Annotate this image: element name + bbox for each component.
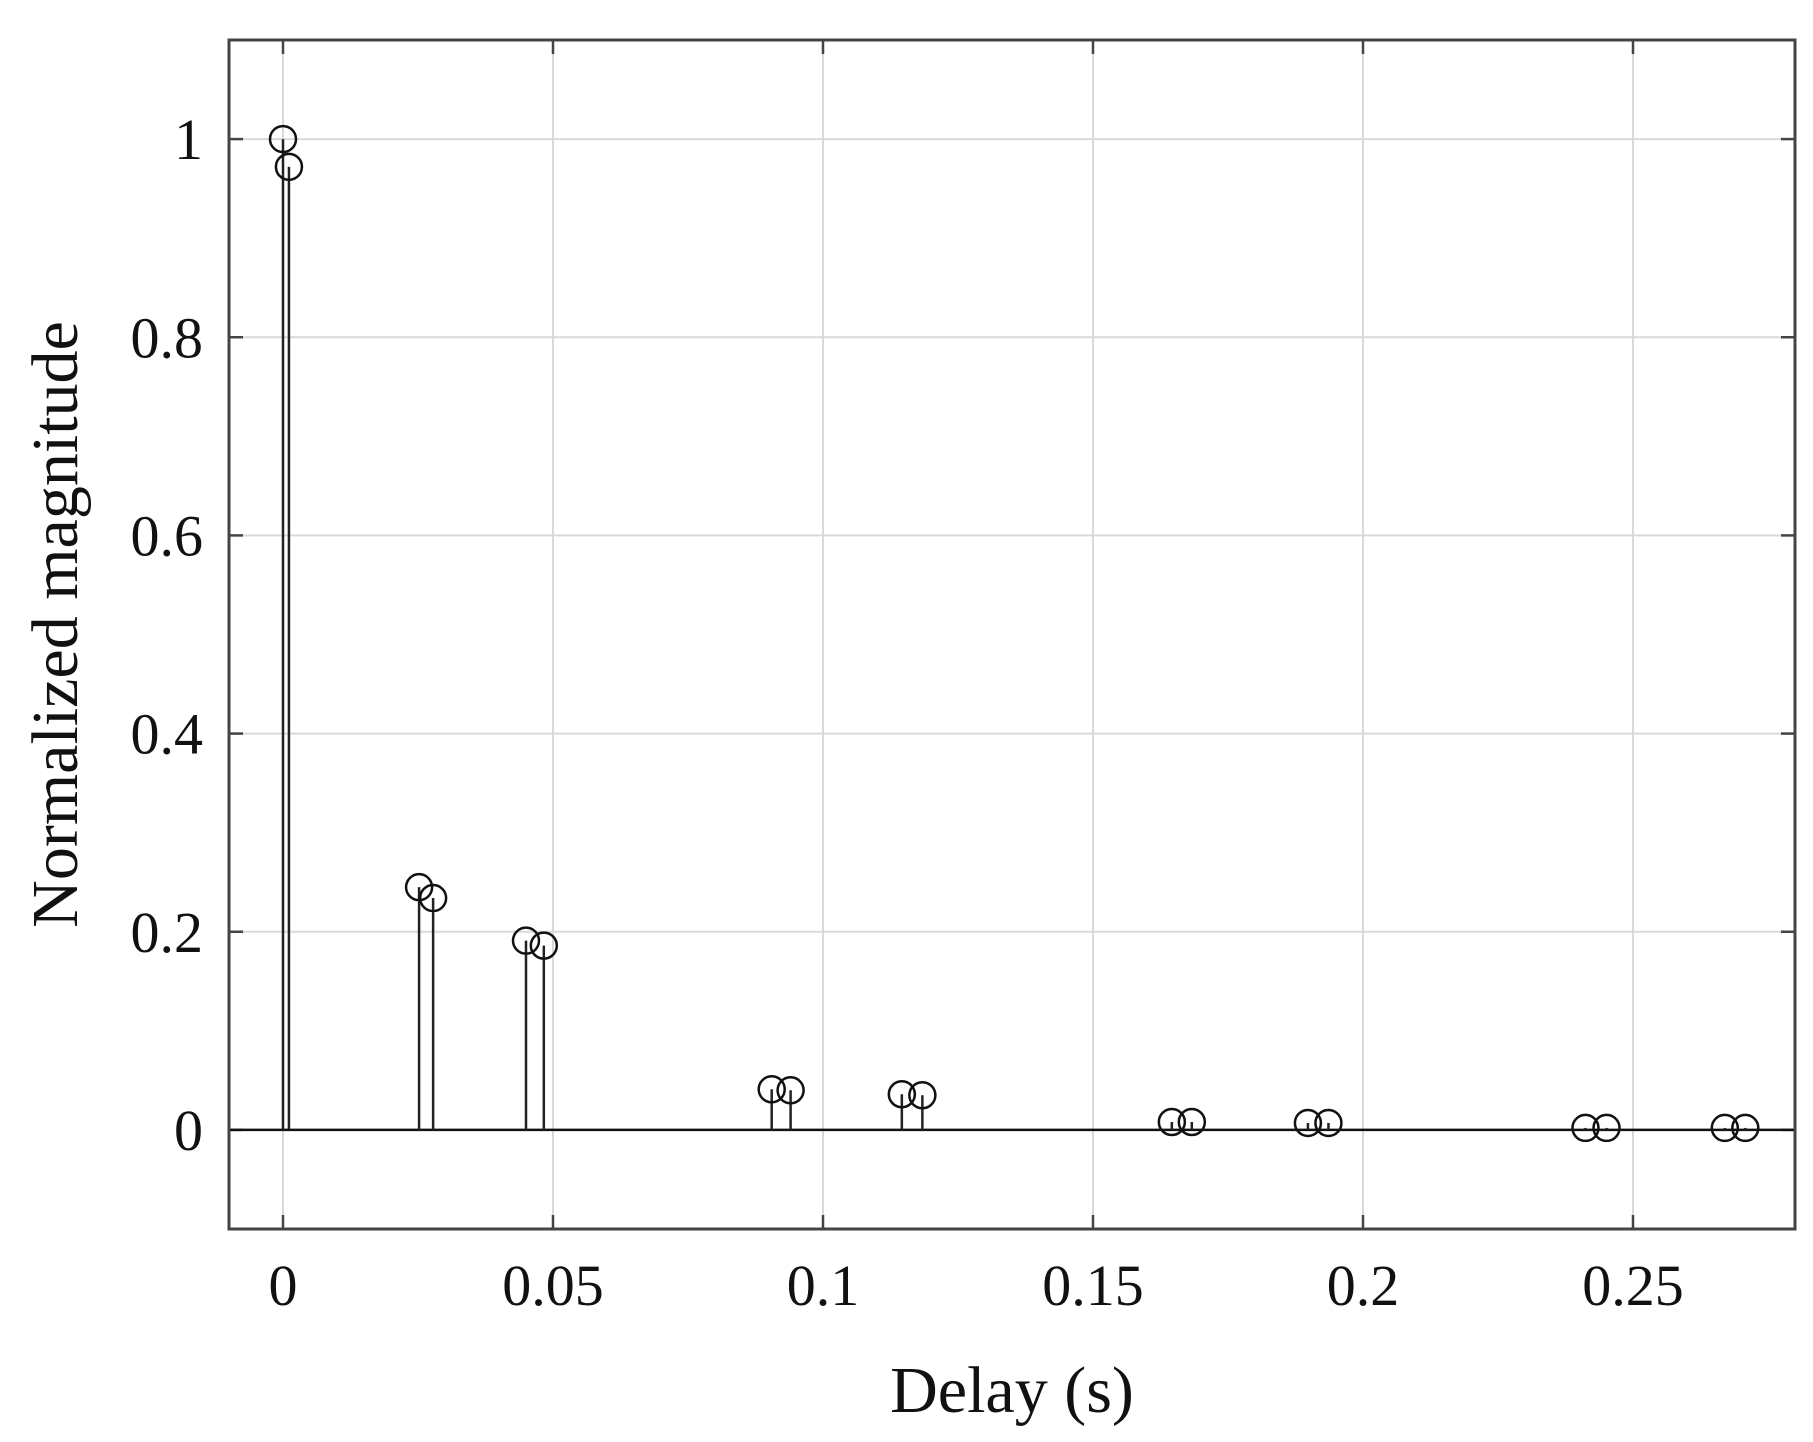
y-axis-title: Normalized magnitude xyxy=(19,321,92,928)
y-tick-label: 0 xyxy=(174,1098,203,1163)
y-tick-labels: 0 0.2 0.4 0.6 0.8 1 xyxy=(131,107,204,1163)
x-tick-label: 0.05 xyxy=(502,1253,604,1318)
stem-marker xyxy=(268,124,298,154)
stem-marker xyxy=(1592,1113,1621,1143)
x-tick-labels: 0 0.05 0.1 0.15 0.2 0.25 xyxy=(269,1253,1684,1318)
plot-frame xyxy=(227,38,1797,1231)
stem-marker xyxy=(418,883,448,913)
stem-marker xyxy=(511,926,541,955)
x-tick-label: 0.15 xyxy=(1042,1253,1144,1318)
stem-marker xyxy=(776,1076,805,1105)
stem-marker xyxy=(1177,1107,1207,1137)
markers-layer xyxy=(268,124,1760,1143)
stem-marker xyxy=(1157,1107,1187,1137)
stem-marker xyxy=(1293,1108,1323,1138)
stem-marker xyxy=(1710,1113,1740,1143)
stem-marker xyxy=(1314,1108,1343,1138)
stem-marker xyxy=(274,152,304,182)
stems-layer xyxy=(281,139,1747,1130)
x-tick-label: 0.1 xyxy=(787,1253,860,1318)
y-tick-label: 0.8 xyxy=(131,305,204,370)
x-tick-label: 0.2 xyxy=(1327,1253,1400,1318)
y-tick-label: 1 xyxy=(174,107,203,172)
y-tick-label: 0.2 xyxy=(131,900,204,965)
x-tick-label: 0.25 xyxy=(1582,1253,1684,1318)
stem-marker xyxy=(529,931,559,960)
stem-marker xyxy=(757,1075,786,1104)
y-tick-label: 0.4 xyxy=(131,702,204,767)
x-axis-title: Delay (s) xyxy=(890,1354,1134,1427)
stem-marker xyxy=(1731,1113,1760,1143)
stem-marker xyxy=(908,1080,937,1110)
y-tick-label: 0.6 xyxy=(131,503,204,568)
stem-marker xyxy=(1571,1113,1600,1143)
stem-marker xyxy=(887,1079,917,1109)
x-tick-label: 0 xyxy=(269,1253,298,1318)
